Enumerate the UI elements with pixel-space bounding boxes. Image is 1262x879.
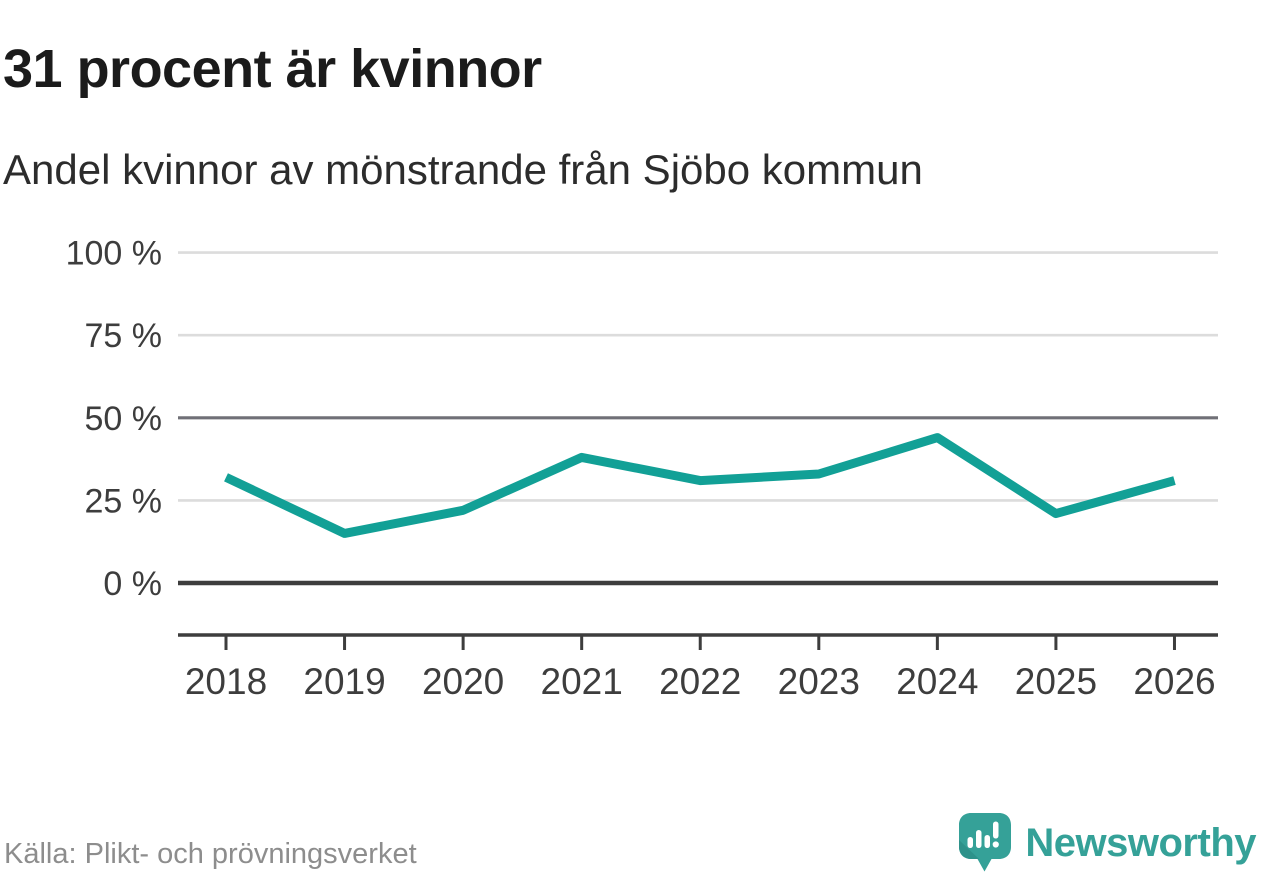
logo-fold [959, 840, 980, 859]
x-axis-label-2020: 2020 [422, 661, 504, 702]
y-axis-label-100: 100 % [66, 235, 162, 273]
newsworthy-wordmark: Newsworthy [1025, 820, 1256, 865]
x-axis-label-2022: 2022 [659, 661, 741, 702]
y-axis-label-25: 25 % [85, 482, 163, 520]
chart-subtitle: Andel kvinnor av mönstrande från Sjöbo k… [3, 146, 923, 193]
y-axis-label-50: 50 % [85, 400, 163, 438]
x-axis-label-2019: 2019 [303, 661, 385, 702]
x-axis-label-2021: 2021 [541, 661, 623, 702]
y-axis-label-0: 0 % [103, 565, 162, 603]
y-axis-label-75: 75 % [85, 317, 163, 355]
logo-bar-1 [967, 837, 974, 848]
x-axis-label-2024: 2024 [896, 661, 978, 702]
x-axis-label-2026: 2026 [1133, 661, 1215, 702]
logo-exclamation-dot [993, 841, 1000, 848]
x-axis-label-2018: 2018 [185, 661, 267, 702]
line-chart: 2018 2019 2020 2021 2022 2023 2024 2025 2026 0 % 2… [66, 235, 1218, 702]
page-title: 31 procent är kvinnor [3, 39, 542, 100]
x-axis-label-2025: 2025 [1015, 661, 1097, 702]
newsworthy-icon [959, 813, 1012, 872]
logo-exclamation-bar [993, 821, 999, 839]
newsworthy-logo: Newsworthy [958, 813, 1256, 873]
logo-bar-2 [976, 830, 982, 848]
source-note: Källa: Plikt- och prövningsverket [4, 838, 417, 870]
data-line [224, 433, 1176, 538]
logo-bar-3 [984, 835, 991, 848]
x-axis-label-2023: 2023 [778, 661, 860, 702]
